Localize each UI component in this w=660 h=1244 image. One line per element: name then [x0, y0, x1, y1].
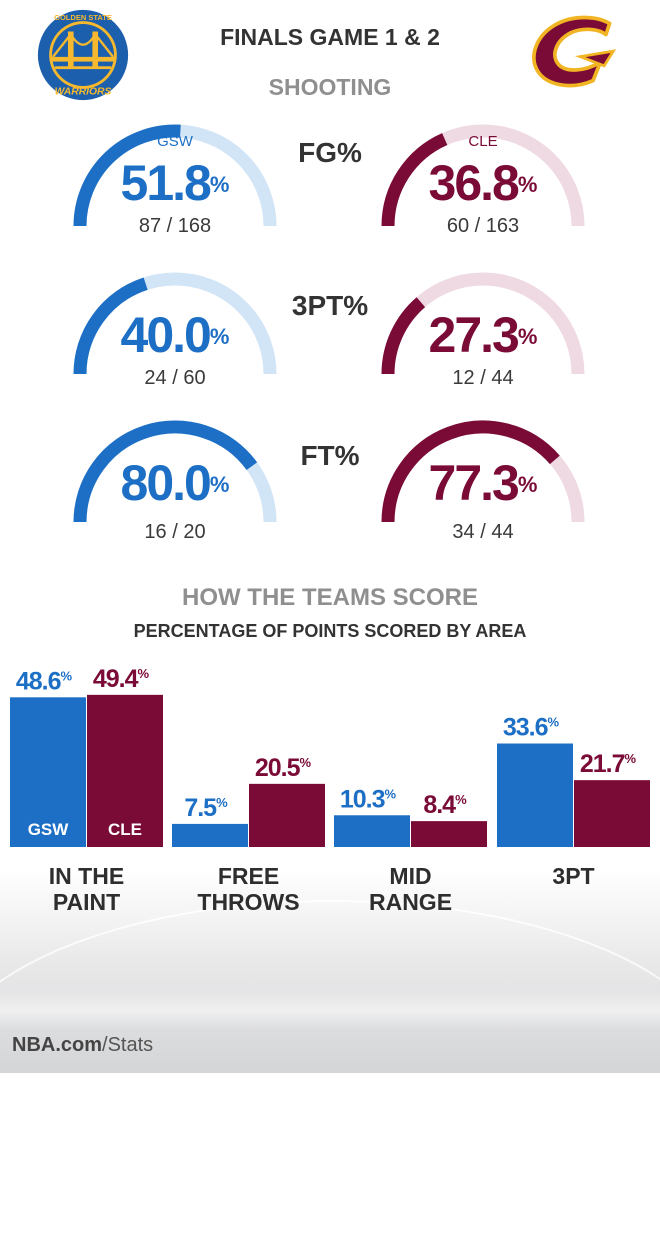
gauge-fill — [73, 124, 181, 227]
gauge-arc — [381, 420, 585, 523]
gauge-arc — [381, 272, 585, 375]
stat-label-fg: FG% — [298, 137, 362, 168]
gauge-arc — [73, 272, 277, 375]
bar-value-label: 7.5% — [184, 794, 228, 822]
gauge-fraction: 87 / 168 — [138, 215, 212, 237]
gauge-cle-fg: CLE 36.8% 60 / 163 — [378, 118, 588, 238]
gauge-gsw-ft: 80.0% 16 / 20 — [70, 414, 280, 543]
shooting-title: SHOOTING — [268, 74, 392, 100]
stat-label-3pt: 3PT% — [291, 290, 369, 321]
svg-text:WARRIORS: WARRIORS — [55, 86, 112, 97]
bar-cle-1 — [249, 783, 325, 847]
stat-label-ft: FT% — [300, 440, 360, 471]
gauge-fraction: 34 / 44 — [452, 521, 514, 543]
gauge-gsw-fg: GSW 51.8% 87 / 168 — [70, 118, 280, 238]
gsw-logo: GOLDEN STATE WARRIORS — [37, 9, 129, 101]
main-title: FINALS GAME 1 & 2 — [220, 24, 440, 50]
category-label: IN THE PAINT — [49, 863, 124, 915]
gauge-team-label: GSW — [157, 133, 193, 150]
bar-value-label: 33.6% — [503, 714, 560, 742]
gauge-arc — [73, 420, 277, 523]
gauge-fill — [381, 420, 560, 523]
bar-value-label: 48.6% — [16, 667, 73, 695]
gauge-fill — [381, 297, 426, 375]
court-background — [0, 870, 660, 1244]
gauge-fraction: 24 / 60 — [144, 367, 206, 389]
bar-cle-0 — [87, 694, 163, 847]
bar-gsw-3 — [497, 743, 573, 847]
gauge-percentage: 51.8% — [120, 155, 230, 211]
bar-cle-3 — [574, 780, 650, 847]
bar-gsw-2 — [334, 815, 410, 847]
gauge-cle-3pt: 27.3% 12 / 44 — [378, 266, 588, 389]
gauge-fraction: 12 / 44 — [452, 367, 514, 389]
gauge-fraction: 16 / 20 — [144, 521, 206, 543]
bar-gsw-1 — [172, 823, 248, 847]
gsw-logo-text: GOLDEN STATE WARRIORS — [54, 13, 112, 97]
bar-gsw-0 — [10, 697, 86, 847]
gauge-fill — [381, 133, 448, 227]
gauge-arc — [381, 124, 585, 227]
category-label: MID RANGE — [369, 863, 452, 915]
gauge-percentage: 80.0% — [120, 455, 230, 511]
scoring-title: HOW THE TEAMS SCORE — [181, 584, 478, 611]
gauge-fraction: 60 / 163 — [446, 215, 520, 237]
category-label: FREE THROWS — [197, 863, 299, 915]
gauge-team-label: CLE — [468, 133, 498, 150]
source-credit: NBA.com/Stats — [12, 1034, 154, 1056]
bar-value-label: 49.4% — [93, 665, 150, 693]
bar-value-label: 10.3% — [340, 785, 397, 813]
gauge-percentage: 77.3% — [428, 455, 538, 511]
legend-label-cle: CLE — [108, 820, 142, 839]
gauge-percentage: 40.0% — [120, 307, 230, 363]
scoring-subtitle: PERCENTAGE OF POINTS SCORED BY AREA — [133, 621, 527, 641]
gauge-gsw-3pt: 40.0% 24 / 60 — [70, 266, 280, 389]
bar-value-label: 20.5% — [255, 754, 312, 782]
bar-value-label: 8.4% — [423, 791, 467, 819]
gauge-fill — [73, 420, 258, 523]
bar-cle-2 — [411, 821, 487, 847]
category-label: 3PT — [552, 863, 594, 889]
bar-value-label: 21.7% — [580, 750, 637, 778]
gauge-arc — [73, 124, 277, 227]
svg-text:GOLDEN STATE: GOLDEN STATE — [54, 13, 112, 22]
gauge-percentage: 36.8% — [428, 155, 538, 211]
gauge-percentage: 27.3% — [428, 307, 538, 363]
scoring-bar-chart: 48.6% GSW 49.4% CLE IN THE PAINT 7.5% 20.5% FREE… — [10, 665, 650, 915]
legend-label-gsw: GSW — [28, 820, 70, 839]
gauge-fill — [73, 277, 148, 375]
cle-logo — [532, 15, 617, 88]
gauge-cle-ft: 77.3% 34 / 44 — [378, 414, 588, 543]
